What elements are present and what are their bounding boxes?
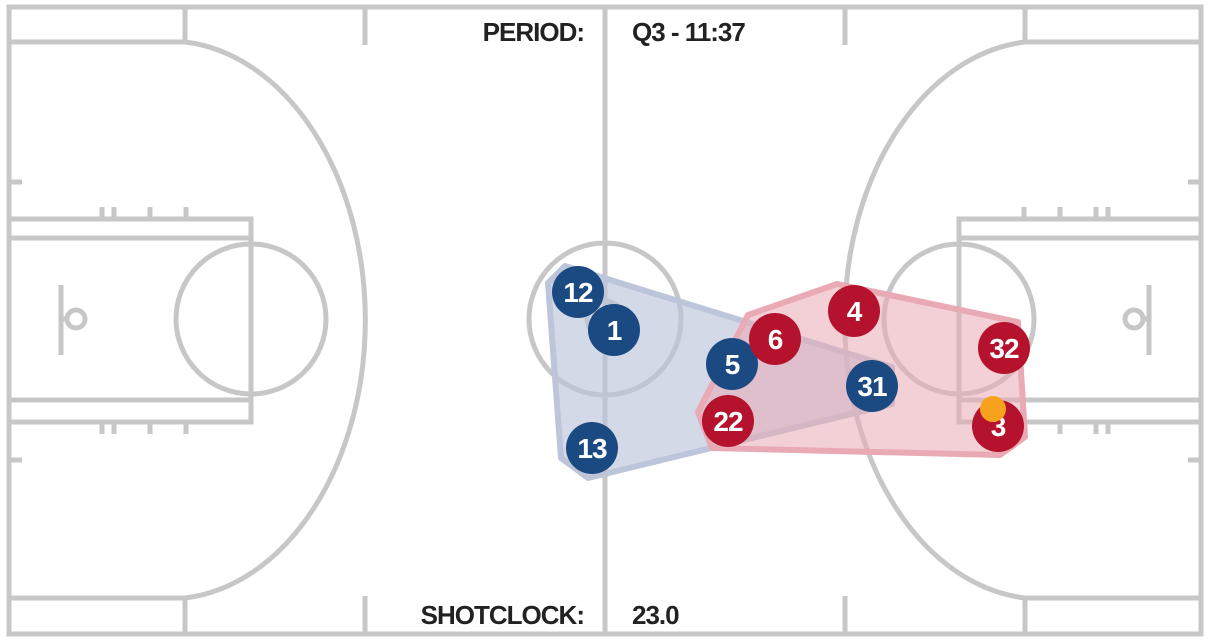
player-dot <box>552 266 604 318</box>
player-dot <box>846 360 898 412</box>
player-dot <box>828 285 880 337</box>
player-marker: 1 <box>588 304 640 356</box>
player-dot <box>749 313 801 365</box>
player-number: 12 <box>563 277 593 308</box>
player-number: 22 <box>713 406 743 437</box>
player-dot <box>566 422 618 474</box>
ball-icon <box>980 396 1006 422</box>
player-dot <box>702 395 754 447</box>
player-marker: 5 <box>706 338 758 390</box>
player-number: 32 <box>989 333 1019 364</box>
player-number: 13 <box>577 433 607 464</box>
shotclock-value: 23.0 <box>632 600 679 630</box>
period-label: PERIOD: <box>483 17 584 47</box>
player-dot <box>706 338 758 390</box>
player-marker: 4 <box>828 285 880 337</box>
player-number: 5 <box>725 349 740 380</box>
player-number: 6 <box>768 324 783 355</box>
player-number: 31 <box>857 371 887 402</box>
left-paint <box>6 216 254 425</box>
player-dot <box>588 304 640 356</box>
shotclock-label: SHOTCLOCK: <box>421 600 584 630</box>
right-rim <box>1122 307 1146 331</box>
left-three-point-line <box>9 39 368 601</box>
player-marker: 13 <box>566 422 618 474</box>
player-marker: 32 <box>978 322 1030 374</box>
player-marker: 6 <box>749 313 801 365</box>
player-number: 4 <box>847 296 863 327</box>
period-value: Q3 - 11:37 <box>632 17 745 47</box>
player-marker: 12 <box>552 266 604 318</box>
player-marker: 22 <box>702 395 754 447</box>
player-marker: 31 <box>846 360 898 412</box>
player-number: 1 <box>607 315 622 346</box>
left-half-court <box>6 7 368 634</box>
left-rim <box>64 307 88 331</box>
player-dot <box>978 322 1030 374</box>
left-free-throw-circle <box>173 241 329 397</box>
